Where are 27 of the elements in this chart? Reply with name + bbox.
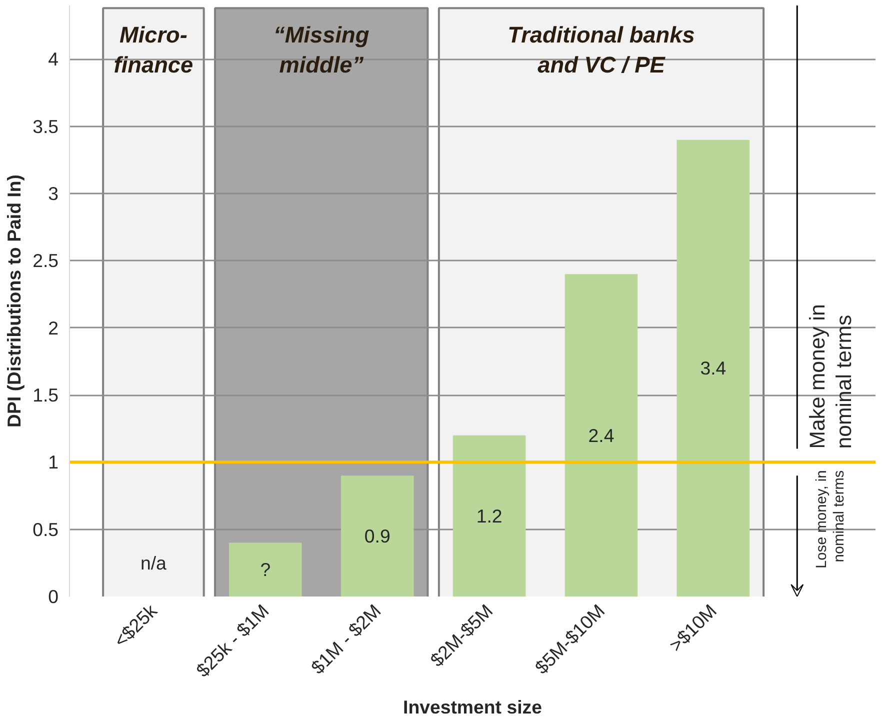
data-label: 0.9 bbox=[364, 526, 390, 547]
text: Make money in nominal terms bbox=[806, 304, 856, 449]
x-axis-title: Investment size bbox=[403, 696, 542, 718]
data-label: 2.4 bbox=[588, 424, 614, 446]
bar bbox=[340, 476, 414, 596]
band-label: Micro- finance bbox=[114, 22, 194, 78]
y-tick-label: 2.5 bbox=[32, 250, 59, 272]
y-tick-label: 3.5 bbox=[32, 116, 59, 137]
y-tick-label: 2 bbox=[48, 317, 59, 338]
data-label: ? bbox=[260, 559, 271, 580]
y-tick-label: 4 bbox=[48, 48, 59, 70]
data-label: 1.2 bbox=[476, 505, 502, 526]
band-label: Traditional banks and VC / PE bbox=[508, 22, 695, 78]
bar bbox=[452, 435, 526, 596]
text: Lose money, in nominal terms bbox=[814, 470, 848, 569]
bar bbox=[564, 274, 638, 596]
bar bbox=[676, 140, 750, 596]
text: n/a bbox=[140, 552, 166, 574]
y-tick-label: 1 bbox=[48, 452, 59, 473]
bar bbox=[229, 542, 302, 596]
data-label: 3.4 bbox=[700, 358, 726, 379]
y-axis-title: DPI (Distributions to Paid In) bbox=[4, 174, 25, 428]
band-label: “Missing middle” bbox=[274, 22, 370, 78]
y-tick-label: 0.5 bbox=[32, 518, 59, 540]
y-tick-label: 3 bbox=[48, 183, 59, 204]
y-tick-label: 1.5 bbox=[32, 384, 59, 406]
y-tick-label: 0 bbox=[48, 586, 59, 607]
